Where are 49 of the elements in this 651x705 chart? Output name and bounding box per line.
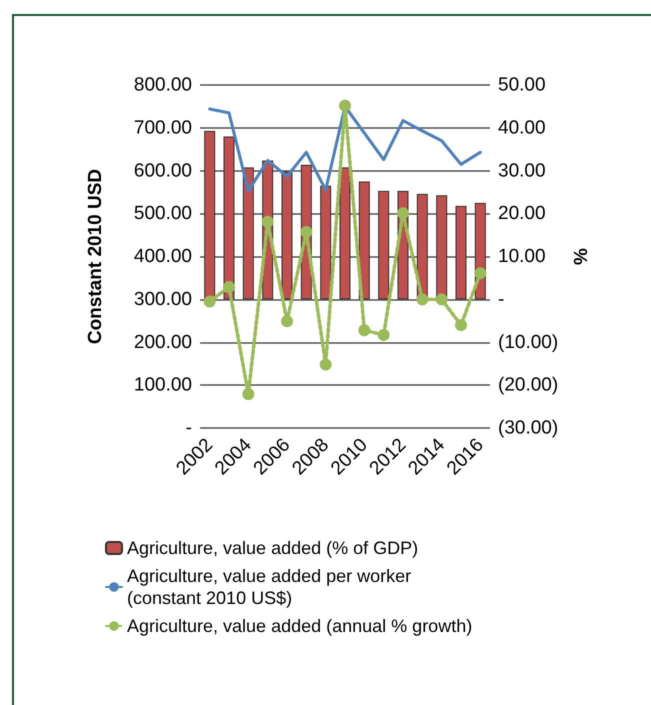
point (339, 100, 351, 112)
y-tick-label: 100.00 (134, 374, 192, 396)
y-tick-label: 400.00 (134, 246, 192, 267)
y2-tick-label: (20.00) (498, 374, 558, 396)
point (397, 207, 409, 220)
legend-label: Agriculture, value added (% of GDP) (127, 538, 418, 558)
point (416, 293, 428, 306)
bar (224, 136, 234, 300)
y-tick-label: 300.00 (134, 288, 192, 310)
bar (320, 186, 332, 300)
point (223, 280, 235, 293)
point (242, 388, 254, 400)
bar (242, 167, 254, 300)
point (262, 216, 274, 228)
bar (358, 181, 370, 300)
y2-axis-title: % (571, 248, 592, 265)
y2-tick-label: 20.00 (498, 203, 546, 224)
bar (456, 206, 466, 300)
y2-tick-label: 10.00 (498, 246, 546, 267)
y-tick-label: 600.00 (134, 160, 192, 182)
point (455, 319, 467, 332)
y2-tick-label: 30.00 (498, 160, 546, 182)
bar (204, 130, 216, 300)
y2-tick-label: (10.00) (498, 332, 558, 353)
y-tick-label: 800.00 (134, 74, 192, 96)
bar (282, 172, 292, 300)
bar (340, 167, 350, 300)
bar (416, 194, 428, 300)
y2-tick-label: (30.00) (498, 418, 558, 438)
point (474, 267, 486, 280)
point (300, 226, 312, 238)
y2-tick-label: - (498, 288, 504, 310)
y-tick-label: 500.00 (134, 203, 192, 224)
point (320, 358, 332, 371)
y-tick-label: - (186, 418, 192, 438)
bar (436, 195, 448, 300)
point (378, 328, 390, 341)
bar (378, 190, 390, 300)
point (358, 324, 370, 336)
y-tick-label: 700.00 (134, 117, 192, 138)
point (436, 293, 448, 306)
legend-label: Agriculture, value added per worker (constant 2010 US$) (127, 566, 416, 608)
legend-label: Agriculture, value added (annual % growth) (127, 616, 472, 636)
point (281, 315, 293, 328)
y2-tick-label: 40.00 (498, 117, 546, 138)
y-axis-title: Constant 2010 USD (85, 168, 106, 344)
point (204, 296, 216, 308)
y2-tick-label: 50.00 (498, 74, 546, 96)
y-tick-label: 200.00 (134, 332, 192, 353)
